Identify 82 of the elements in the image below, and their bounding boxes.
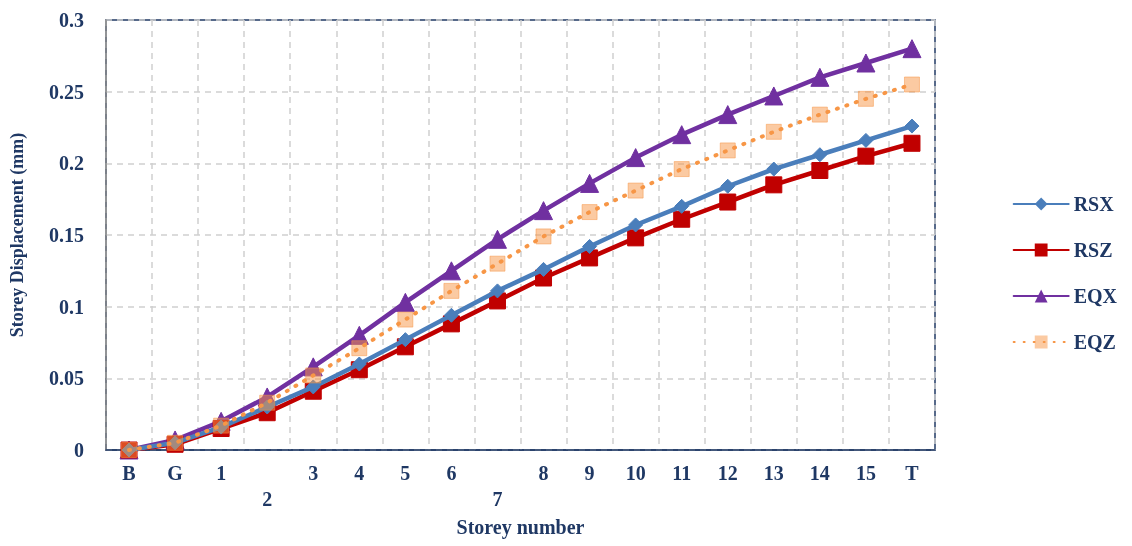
legend-label: EQX (1073, 285, 1118, 307)
point (536, 261, 552, 277)
y-tick-label: 0.3 (59, 9, 84, 31)
x-tick-label: 10 (625, 462, 646, 484)
point (259, 394, 276, 411)
point (582, 238, 598, 254)
point (487, 229, 507, 249)
point (397, 332, 413, 348)
point (810, 67, 830, 87)
point (673, 161, 690, 178)
legend-label: EQZ (1073, 331, 1116, 353)
legend-label: RSX (1073, 193, 1115, 215)
point (628, 217, 644, 233)
x-tick-label: 9 (584, 462, 595, 484)
y-tick-label: 0.2 (59, 152, 84, 175)
x-tick-label: 6 (446, 462, 457, 484)
legend-label: RSZ (1073, 239, 1113, 261)
point (765, 123, 782, 140)
point (811, 106, 828, 123)
x-axis-title: Storey number (456, 515, 585, 539)
x-tick-label: G (167, 462, 184, 484)
x-tick-label: 3 (308, 462, 319, 484)
y-tick-label: 0.1 (59, 295, 84, 318)
point (489, 255, 506, 272)
point (858, 132, 874, 148)
x-tick-label: 2 (262, 488, 273, 510)
point (305, 367, 322, 384)
x-tick-label: 1 (216, 462, 227, 484)
x-tick-label: 11 (672, 462, 692, 484)
point (581, 249, 599, 267)
point (626, 148, 646, 168)
point (902, 39, 922, 59)
point (812, 147, 828, 163)
point (903, 76, 920, 93)
point (857, 90, 874, 107)
point (397, 311, 414, 328)
point (351, 340, 368, 357)
point (534, 201, 554, 221)
point (765, 176, 783, 194)
x-tick-label: 15 (855, 462, 876, 484)
point (303, 357, 323, 377)
point (766, 161, 782, 177)
point (489, 283, 505, 299)
x-tick-label: T (905, 462, 920, 484)
point (764, 86, 784, 106)
point (305, 379, 321, 395)
point (535, 228, 552, 245)
point (441, 261, 461, 281)
point (395, 292, 415, 312)
point (351, 356, 367, 372)
y-tick-label: 0.25 (49, 80, 84, 103)
point (673, 210, 691, 228)
point (443, 282, 460, 299)
point (719, 193, 737, 211)
point (811, 162, 829, 179)
point (904, 118, 920, 134)
point (627, 229, 645, 247)
point (720, 178, 736, 194)
point (903, 134, 921, 152)
point (581, 204, 598, 221)
point (580, 173, 600, 193)
x-tick-label: 7 (492, 488, 503, 510)
x-tick-label: 8 (538, 462, 549, 484)
point (627, 182, 644, 199)
point (674, 198, 690, 214)
x-tick-label: 4 (354, 462, 365, 484)
y-tick-label: 0.05 (49, 367, 84, 390)
x-tick-label: 5 (400, 462, 411, 484)
point (672, 125, 692, 145)
x-tick-label: 14 (809, 462, 830, 484)
x-tick-label: 12 (717, 462, 738, 484)
point (443, 307, 459, 323)
x-tick-label: B (122, 462, 136, 484)
point (719, 142, 736, 159)
y-tick-label: 0.15 (49, 224, 84, 246)
point (349, 325, 369, 345)
y-axis-title: Storey Displacement (mm) (7, 132, 28, 338)
point (856, 53, 876, 73)
x-tick-label: 13 (763, 462, 784, 484)
y-tick-label: 0 (74, 439, 84, 461)
point (718, 105, 738, 125)
point (857, 147, 875, 165)
